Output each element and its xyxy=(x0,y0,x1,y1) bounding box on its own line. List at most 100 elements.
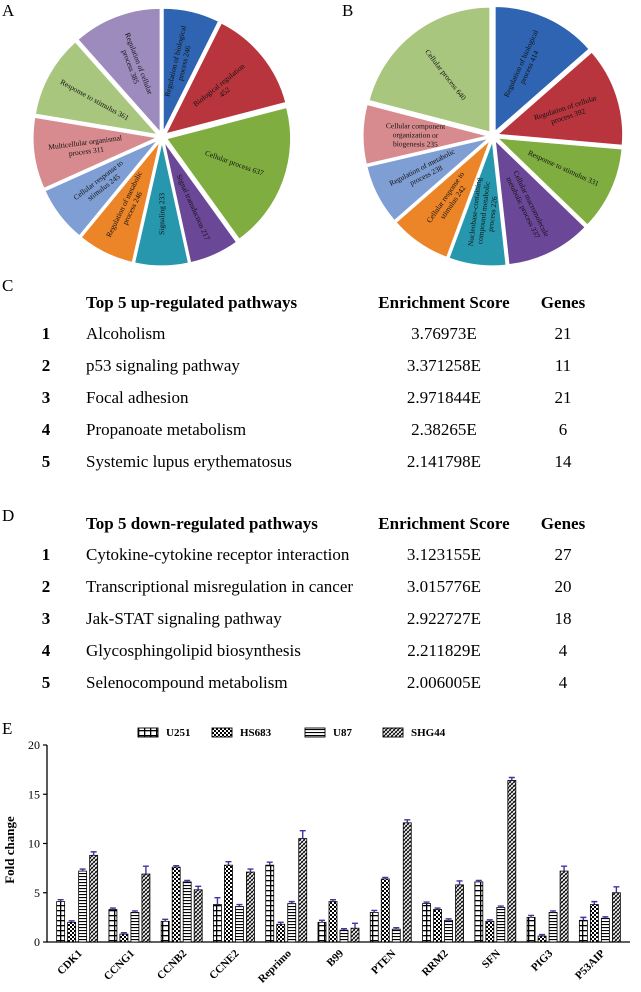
bar-p53aip-u251 xyxy=(578,919,588,943)
pie-a-slice-response-to-stimulus-361 xyxy=(34,40,160,136)
pie-b-slice-cellular-response-to-stimulus-242 xyxy=(395,139,491,259)
pie-a-slice-cellular-process-637 xyxy=(165,106,292,241)
y-tick-label: 10 xyxy=(28,837,40,851)
x-tick-label: P53AIP xyxy=(573,947,608,982)
row-rank: 5 xyxy=(41,673,51,692)
error-bar xyxy=(528,914,535,918)
table-header: Top 5 down-regulated pathways Enrichment… xyxy=(0,514,641,540)
bar-sfn-u251 xyxy=(474,881,484,943)
error-bar xyxy=(456,880,463,885)
bar-b99-hs683 xyxy=(328,901,338,943)
bar-pten-u87 xyxy=(391,928,401,943)
row-genes: 27 xyxy=(554,545,572,564)
bar-b99-shg44 xyxy=(350,927,360,943)
legend-label-shg44: SHG44 xyxy=(411,727,446,739)
row-genes: 20 xyxy=(554,577,572,596)
bar-ccng1-shg44 xyxy=(141,873,151,943)
bar-sfn-hs683 xyxy=(485,920,495,943)
bar-pig3-shg44 xyxy=(559,870,569,943)
error-bar xyxy=(319,919,325,923)
pie-a-slice-multicellular-organismal-process-311 xyxy=(32,116,160,190)
row-pathway: p53 signaling pathway xyxy=(86,356,240,375)
row-score: 2.141798E xyxy=(406,452,482,471)
bar-reprimo-shg44 xyxy=(298,838,308,943)
bar-sfn-u87 xyxy=(496,907,506,943)
row-pathway: Focal adhesion xyxy=(86,388,189,407)
bar-sfn-shg44 xyxy=(507,780,517,943)
pie-a-slice-biological-regulation-452 xyxy=(164,22,287,135)
x-tick-label: CDK1 xyxy=(55,948,85,978)
x-tick-label: CCNG1 xyxy=(102,948,137,983)
bar-p53aip-u87 xyxy=(600,917,610,943)
error-bar xyxy=(57,898,64,902)
error-bar xyxy=(613,886,620,893)
bar-ccng1-u87 xyxy=(130,912,140,943)
pie-chart-a: Regulation of biologicalprocess 246Biolo… xyxy=(32,7,292,267)
row-genes: 11 xyxy=(554,356,572,375)
error-bar xyxy=(434,907,441,910)
bar-rrm2-hs683 xyxy=(433,909,442,943)
error-bar xyxy=(445,918,452,921)
panel-label-b: B xyxy=(342,1,354,20)
row-genes: 4 xyxy=(558,641,568,660)
error-bar xyxy=(225,861,232,866)
table-row: 4 Glycosphingolipid biosynthesis 2.21182… xyxy=(0,641,641,667)
x-tick-label: PIG3 xyxy=(529,947,556,974)
table-header: Top 5 up-regulated pathways Enrichment S… xyxy=(0,293,641,319)
header-genes: Genes xyxy=(540,293,586,312)
legend-swatch-u87 xyxy=(304,727,326,738)
bar-cdk1-hs683 xyxy=(67,921,77,943)
table-row: 1 Alcoholism 3.76973E 21 xyxy=(0,324,641,350)
bar-ccne2-hs683 xyxy=(224,864,233,943)
error-bar xyxy=(288,900,295,904)
row-rank: 2 xyxy=(41,577,51,596)
pie-b-slice-regulation-of-biological-process-414 xyxy=(494,5,590,133)
error-bar xyxy=(497,905,504,908)
panel-label-a: A xyxy=(2,1,15,20)
error-bar xyxy=(486,919,493,922)
bar-ccne2-u87 xyxy=(235,906,244,943)
bar-cdk1-u251 xyxy=(56,901,66,943)
row-score: 2.38265E xyxy=(411,420,477,439)
bar-cdk1-shg44 xyxy=(89,854,99,943)
error-bar xyxy=(173,864,180,868)
error-bar xyxy=(602,916,609,919)
bar-ccne2-u251 xyxy=(213,904,222,943)
error-bar xyxy=(214,896,221,905)
row-rank: 2 xyxy=(41,356,51,375)
bar-ccnb2-shg44 xyxy=(193,889,203,943)
bar-reprimo-u87 xyxy=(287,903,297,943)
pie-a-slice-cellular-response-to-stimulus-245 xyxy=(44,139,159,237)
table-row: 5 Selenocompound metabolism 2.006005E 4 xyxy=(0,673,641,699)
y-tick-label: 20 xyxy=(28,738,40,752)
error-bar xyxy=(299,829,306,839)
pie-a-slice-regulation-of-metabolic-process-246 xyxy=(80,141,161,264)
pie-a-slice-signaling-233 xyxy=(133,141,190,267)
error-bar xyxy=(90,851,97,856)
error-bar xyxy=(277,921,284,925)
table-row: 3 Jak-STAT signaling pathway 2.922727E 1… xyxy=(0,609,641,635)
y-tick-label: 0 xyxy=(34,935,40,949)
bar-pig3-u87 xyxy=(548,912,558,943)
bar-rrm2-u251 xyxy=(422,903,431,943)
bar-ccng1-u251 xyxy=(108,909,118,943)
row-pathway: Propanoate metabolism xyxy=(86,420,247,439)
row-score: 2.006005E xyxy=(406,673,482,692)
table-row: 5 Systemic lupus erythematosus 2.141798E… xyxy=(0,452,641,478)
error-bar xyxy=(109,907,116,910)
row-rank: 4 xyxy=(41,641,51,660)
error-bar xyxy=(131,910,138,913)
panel-label-e: E xyxy=(2,719,13,738)
row-score: 2.922727E xyxy=(406,609,482,628)
pie-b-slice-response-to-stimulus-331 xyxy=(495,137,623,226)
row-rank: 1 xyxy=(41,324,51,343)
error-bar xyxy=(393,927,400,930)
error-bar xyxy=(539,933,546,937)
row-pathway: Cytokine-cytokine receptor interaction xyxy=(86,545,350,564)
bar-chart-fold-change: Fold change 0 5 10 15 20 U251 HS683 U87 SHG44 CDK… xyxy=(2,727,630,985)
bar-pig3-hs683 xyxy=(537,935,547,943)
bar-ccnb2-hs683 xyxy=(171,866,181,943)
error-bar xyxy=(236,903,243,907)
legend-swatch-u251 xyxy=(137,727,159,738)
header-pathway: Top 5 down-regulated pathways xyxy=(86,514,318,533)
